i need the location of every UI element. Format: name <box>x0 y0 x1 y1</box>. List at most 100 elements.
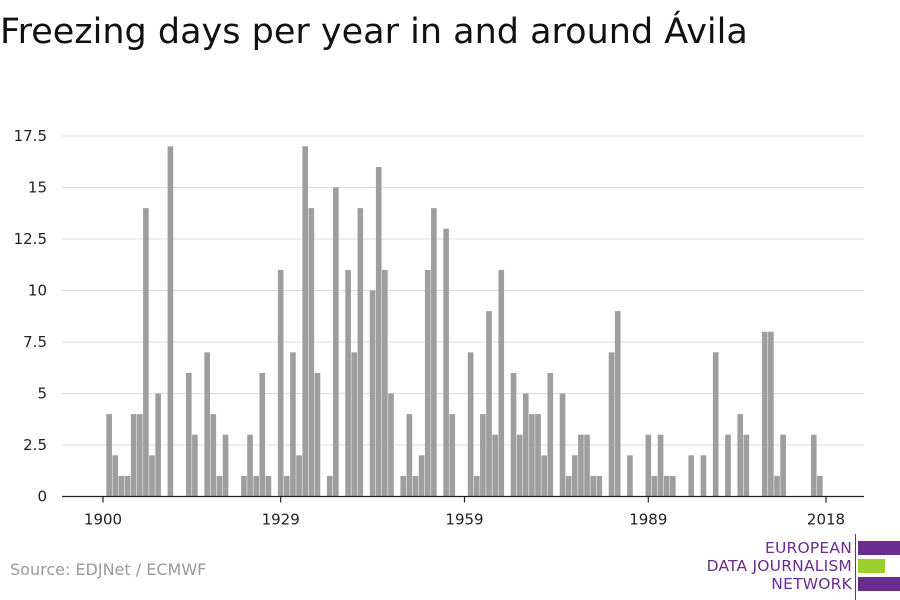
bar-1927 <box>265 475 272 497</box>
bar-1908 <box>149 455 155 497</box>
bar-1983 <box>608 352 615 497</box>
bar-1992 <box>663 475 670 497</box>
bar-2004 <box>737 414 744 497</box>
bar-1944 <box>369 290 376 497</box>
bar-2010 <box>774 475 780 497</box>
bar-1918 <box>210 414 217 497</box>
bar-1953 <box>424 269 431 497</box>
bar-1956 <box>443 228 449 497</box>
bar-1979 <box>584 434 590 497</box>
y-tick-label: 15 <box>28 179 47 197</box>
bar-1934 <box>308 208 315 497</box>
logo-bar-top <box>858 541 900 555</box>
y-tick-label: 10 <box>28 282 47 300</box>
bar-1901 <box>106 414 112 497</box>
bar-1978 <box>578 434 584 497</box>
bar-1947 <box>388 393 394 497</box>
bar-1951 <box>412 475 419 497</box>
bar-1970 <box>529 414 535 497</box>
bar-chart: 0 2.5 5 7.5 10 12.5 15 17.5 1900 1929 1959 1989 201… <box>14 127 864 529</box>
bar-1905 <box>130 414 137 497</box>
bar-1950 <box>406 414 413 497</box>
bar-1924 <box>247 434 253 497</box>
gridlines <box>62 135 864 446</box>
bar-1977 <box>571 455 578 497</box>
bar-1937 <box>326 475 333 497</box>
bar-1935 <box>314 372 321 497</box>
bar-1961 <box>473 475 480 497</box>
logo-bar-middle <box>858 559 885 573</box>
source-note: Source: EDJNet / ECMWF <box>10 560 207 579</box>
bar-1976 <box>565 475 572 497</box>
bar-2017 <box>817 475 823 497</box>
bar-1911 <box>167 146 174 497</box>
bar-1973 <box>547 372 554 497</box>
bar-1925 <box>253 475 259 497</box>
bar-1946 <box>382 269 388 497</box>
bar-1920 <box>222 434 229 497</box>
bar-2000 <box>712 352 719 497</box>
bar-1942 <box>357 208 364 497</box>
bar-1964 <box>492 434 498 497</box>
bars <box>106 146 823 497</box>
logo-bar-bottom <box>858 577 900 591</box>
logo-line-2: DATA JOURNALISM <box>706 557 852 575</box>
y-tick-label: 0 <box>37 488 47 506</box>
bar-1930 <box>284 475 290 497</box>
bar-1954 <box>431 208 437 497</box>
bar-1923 <box>241 475 247 497</box>
x-tick-label: 1900 <box>84 511 122 529</box>
bar-1991 <box>657 434 664 497</box>
x-tick-label: 1989 <box>629 511 667 529</box>
bar-1919 <box>216 475 223 497</box>
bar-1969 <box>522 393 529 497</box>
bar-1926 <box>259 372 266 497</box>
bar-1986 <box>627 455 633 497</box>
bar-1903 <box>118 475 125 497</box>
bar-2002 <box>725 434 731 497</box>
bar-1962 <box>480 414 486 497</box>
bar-1972 <box>541 455 547 497</box>
bar-1914 <box>185 372 192 497</box>
y-tick-label: 17.5 <box>14 127 47 145</box>
bar-2008 <box>761 331 768 497</box>
bar-1915 <box>192 434 198 497</box>
bar-1902 <box>112 455 119 497</box>
bar-1941 <box>351 352 358 497</box>
bar-1940 <box>345 269 351 497</box>
logo-divider <box>855 534 856 600</box>
bar-1929 <box>277 269 284 497</box>
chart-title: Freezing days per year in and around Ávi… <box>0 12 748 52</box>
bar-2016 <box>810 434 817 497</box>
bar-1984 <box>614 311 621 497</box>
bar-1963 <box>486 311 492 497</box>
bar-1949 <box>400 475 407 497</box>
bar-1909 <box>155 393 161 497</box>
logo-line-3: NETWORK <box>771 575 852 593</box>
bar-1990 <box>651 475 658 497</box>
edjnet-logo: EUROPEAN DATA JOURNALISM NETWORK <box>706 534 900 600</box>
x-tick-label: 2018 <box>807 511 845 529</box>
bar-1952 <box>418 455 425 497</box>
bar-1996 <box>688 455 695 497</box>
bar-1917 <box>204 352 210 497</box>
y-tick-label: 2.5 <box>23 436 47 454</box>
bar-1932 <box>296 455 302 497</box>
bar-1904 <box>124 475 131 497</box>
bar-1980 <box>590 475 596 497</box>
bar-1960 <box>467 352 474 497</box>
bar-1931 <box>290 352 296 497</box>
x-axis-ticks: 1900 1929 1959 1989 2018 <box>84 496 845 529</box>
y-tick-label: 5 <box>37 385 47 403</box>
bar-1907 <box>143 208 149 497</box>
bar-1945 <box>375 166 382 497</box>
bar-1993 <box>670 475 676 497</box>
bar-1938 <box>333 187 339 497</box>
bar-1971 <box>535 414 541 497</box>
bar-1989 <box>645 434 652 497</box>
bar-1981 <box>596 475 603 497</box>
x-tick-label: 1929 <box>262 511 300 529</box>
bar-1975 <box>559 393 566 497</box>
logo-line-1: EUROPEAN <box>764 539 852 557</box>
x-tick-label: 1959 <box>445 511 483 529</box>
